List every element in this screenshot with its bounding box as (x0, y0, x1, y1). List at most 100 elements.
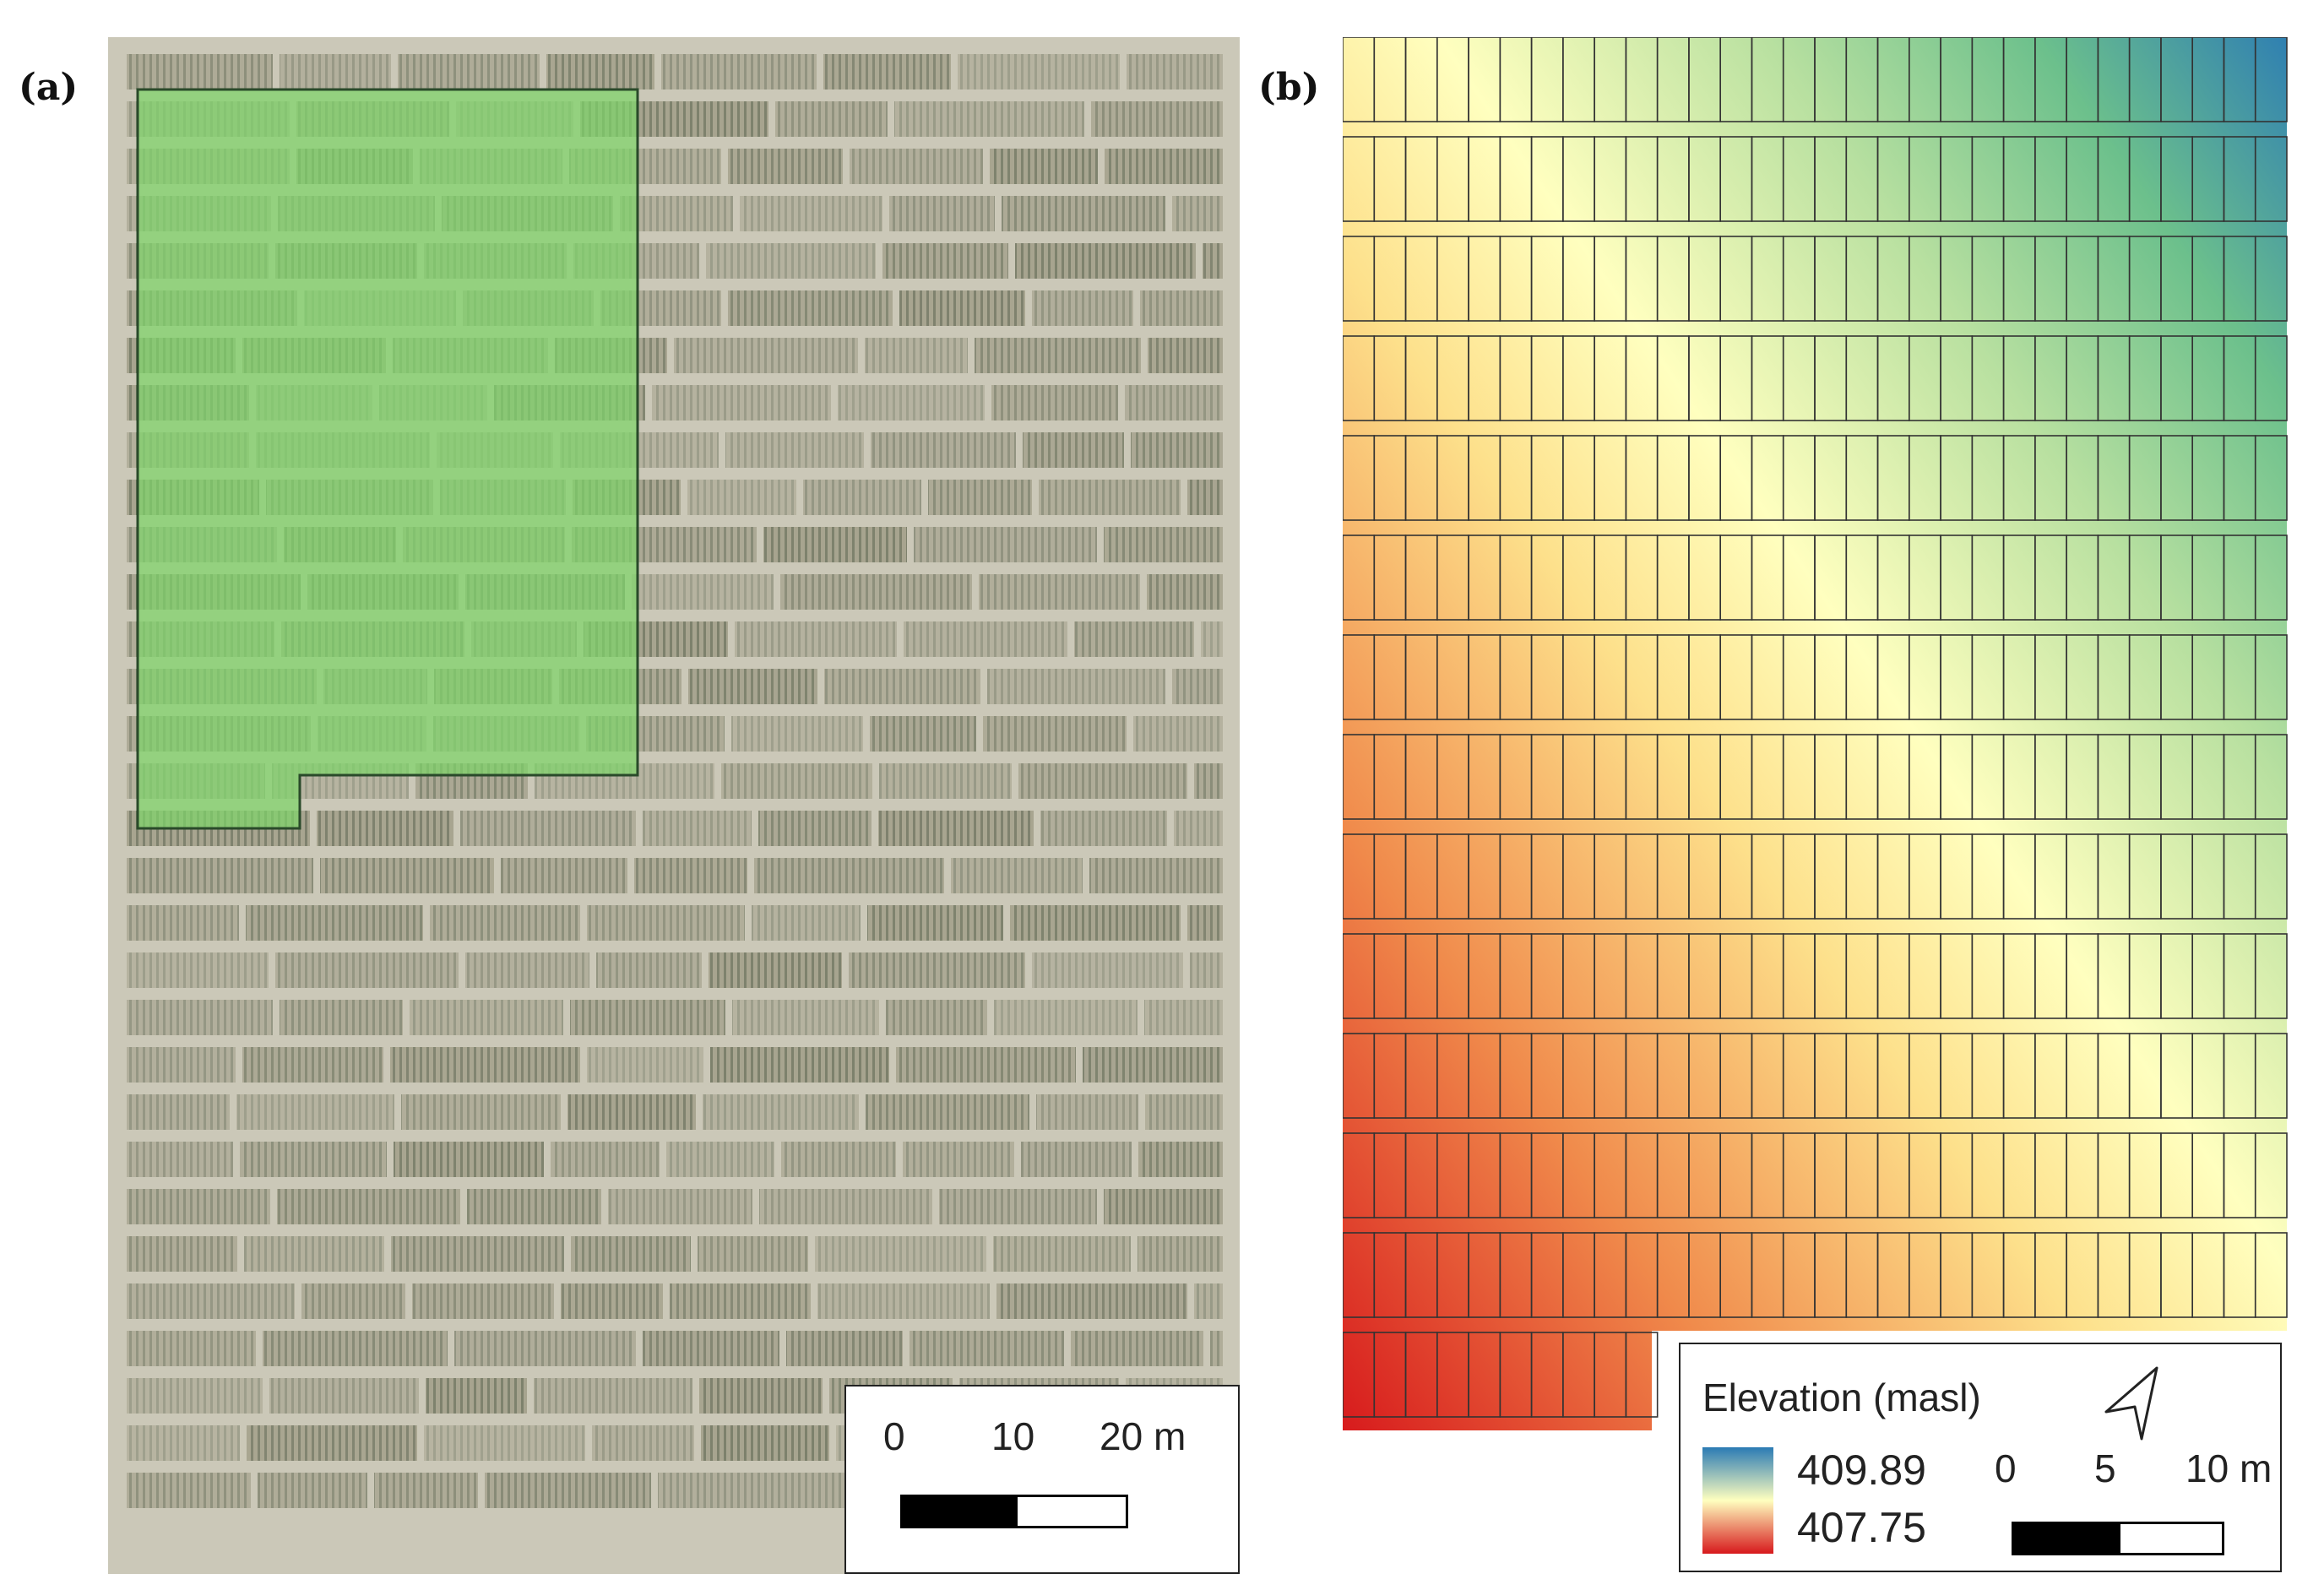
plot-block (1032, 952, 1183, 988)
plot-block (643, 1331, 779, 1366)
plot-block (467, 1189, 601, 1224)
plot-block (899, 290, 1025, 326)
plot-block (277, 1189, 460, 1224)
plot-block (320, 858, 494, 893)
plot-block (127, 1331, 256, 1366)
plot-block (758, 811, 872, 846)
plot-block (127, 1142, 233, 1177)
scale-a-tick-10: 10 (991, 1414, 1035, 1458)
north-arrow-icon (2104, 1366, 2158, 1441)
plot-block (1105, 149, 1223, 184)
plot-block (1187, 905, 1223, 941)
plot-block (699, 1378, 823, 1414)
plot-block (1172, 196, 1223, 231)
plot-block (127, 952, 269, 988)
plot-block (703, 1094, 859, 1130)
legend-max-value: 409.89 (1797, 1446, 1926, 1494)
plot-block (1194, 1283, 1223, 1319)
plot-block (991, 385, 1118, 421)
plot-block (1036, 1094, 1138, 1130)
plot-block (731, 716, 863, 752)
plot-block (460, 811, 636, 846)
plot-block (994, 1000, 1138, 1035)
plot-block (815, 1236, 986, 1272)
plot-block (465, 952, 589, 988)
plot-block (1127, 54, 1223, 90)
plot-block (127, 1189, 270, 1224)
plot-block (1039, 480, 1181, 515)
plot-block (430, 905, 580, 941)
plot-block (775, 101, 888, 137)
plot-block (127, 905, 239, 941)
plot-block (661, 54, 817, 90)
plot-outline (2254, 236, 2288, 322)
plot-block (849, 952, 1025, 988)
plot-block (391, 1236, 564, 1272)
plot-block (732, 1000, 879, 1035)
plot-block (728, 290, 893, 326)
plot-outline (2254, 1033, 2288, 1119)
plot-block (1018, 763, 1187, 799)
plot-block (838, 385, 985, 421)
plot-block (1032, 290, 1133, 326)
plot-block (485, 1473, 651, 1508)
plot-block (258, 1473, 367, 1508)
plot-block (951, 858, 1083, 893)
plot-block (127, 1283, 295, 1319)
plot-block (401, 1094, 561, 1130)
color-ramp (1702, 1447, 1773, 1554)
plot-block (643, 811, 752, 846)
plot-block (1140, 290, 1223, 326)
plot-block (236, 1094, 394, 1130)
plot-block (979, 574, 1140, 610)
plot-block (127, 858, 313, 893)
plot-block (263, 1331, 448, 1366)
plot-block (269, 1378, 419, 1414)
plot-block (587, 1047, 703, 1083)
plot-block (426, 1378, 527, 1414)
plot-block (1071, 1331, 1203, 1366)
plot-block (280, 54, 391, 90)
plot-block (275, 952, 459, 988)
scale-bar-a: 0 10 20 m (844, 1385, 1240, 1574)
plot-block (710, 1047, 889, 1083)
plot-block (561, 1283, 663, 1319)
plot-block (870, 716, 976, 752)
plot-outline (2254, 634, 2288, 720)
plot-block (871, 432, 1016, 468)
plot-block (721, 763, 872, 799)
plot-block (1138, 1236, 1223, 1272)
plot-block (608, 1189, 752, 1224)
plot-outlines (1343, 37, 2288, 1418)
scale-a-bar-black (900, 1495, 1015, 1528)
plot-block (928, 480, 1032, 515)
plot-block (850, 149, 983, 184)
plot-block (567, 1094, 696, 1130)
plot-block (658, 1473, 847, 1508)
plot-block (398, 54, 540, 90)
plot-block (551, 1142, 660, 1177)
plot-block (990, 149, 1098, 184)
plot-block (1147, 574, 1223, 610)
plot-block (823, 54, 951, 90)
aerial-orthophoto-map (108, 37, 1240, 1574)
plot-block (534, 1378, 692, 1414)
plot-block (987, 669, 1165, 704)
plot-block (728, 149, 843, 184)
plot-block (688, 669, 817, 704)
plot-block (317, 811, 453, 846)
plot-block (878, 811, 1034, 846)
plot-block (1091, 101, 1223, 137)
plot-block (781, 1142, 896, 1177)
plot-block (596, 952, 702, 988)
plot-block (454, 1331, 636, 1366)
plot-block (914, 527, 1097, 562)
plot-block (670, 1283, 811, 1319)
plot-block (592, 1425, 694, 1461)
plot-block (301, 1283, 405, 1319)
plot-block (127, 1378, 263, 1414)
plot-block (1138, 1142, 1223, 1177)
plot-block (127, 1473, 251, 1508)
scale-a-tick-0: 0 (883, 1414, 905, 1458)
scale-b-tick-10: 10 m (2186, 1446, 2272, 1490)
